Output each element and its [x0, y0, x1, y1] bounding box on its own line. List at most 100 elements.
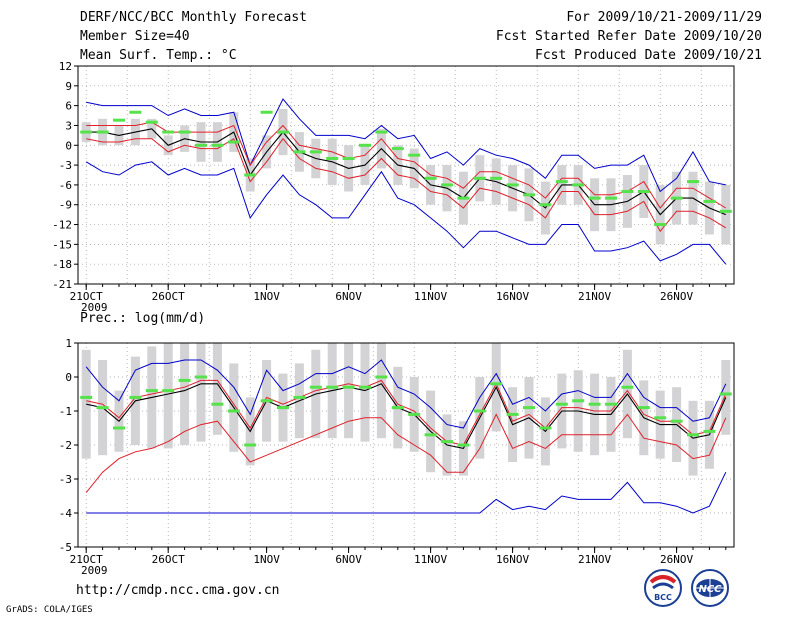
- panel2-observed-marker: [80, 395, 93, 399]
- panel2-observed-marker: [178, 378, 191, 382]
- panel2-observed-marker: [473, 409, 486, 413]
- panel2-y-tick-label: 1: [65, 337, 72, 350]
- panel1-x-tick-label: 11NOV: [414, 290, 447, 303]
- panel1-observed-marker: [359, 143, 371, 147]
- chart-title: DERF/NCC/BCC Monthly Forecast: [80, 10, 307, 25]
- panel1-y-tick-label: 3: [65, 119, 72, 132]
- panel2-y-tick-label: -1: [59, 405, 72, 418]
- panel2-ensemble-box: [81, 349, 91, 459]
- panel1-observed-marker: [375, 130, 388, 134]
- panel2-observed-marker: [555, 402, 568, 406]
- panel2-observed-marker: [703, 429, 716, 433]
- panel1-y-tick-label: -18: [52, 258, 72, 271]
- panel1-y-tick-label: 6: [65, 100, 72, 113]
- panel2-observed-marker: [359, 385, 371, 389]
- forecast-period: For 2009/10/21-2009/11/29: [566, 10, 762, 25]
- panel2-observed-marker: [227, 409, 240, 413]
- source-url[interactable]: http://cmdp.ncc.cma.gov.cn: [76, 583, 280, 598]
- panel1-observed-marker: [145, 120, 158, 124]
- panel1-observed-marker: [96, 130, 109, 134]
- panel2-observed-marker: [441, 440, 453, 444]
- panel2-y-tick-label: -3: [59, 473, 72, 486]
- panel1-observed-marker: [227, 140, 240, 144]
- panel2-min-line: [86, 471, 727, 514]
- panel2-x-tick-label: 6NOV: [335, 553, 362, 566]
- panel2-ensemble-box: [212, 343, 222, 435]
- grads-credit: GrADS: COLA/IGES: [6, 605, 93, 615]
- panel2-observed-marker: [424, 433, 437, 437]
- panel1-x-tick-label: 6NOV: [335, 290, 362, 303]
- panel1-observed-marker: [424, 176, 437, 180]
- panel2-observed-marker: [309, 385, 322, 389]
- panel1-observed-marker: [621, 190, 634, 194]
- panel1-y-tick-label: 0: [65, 139, 72, 152]
- member-size-label: Member Size=40: [80, 29, 190, 44]
- panel2-ensemble-box: [196, 343, 206, 442]
- panel2-ensemble-box: [360, 343, 370, 442]
- panel1-y-tick-label: 12: [59, 60, 72, 73]
- panel1-observed-marker: [211, 143, 224, 147]
- panel2-observed-marker: [162, 389, 175, 393]
- panel2-observed-marker: [572, 399, 585, 403]
- panel2-x-tick-label: 26OCT: [152, 553, 185, 566]
- panel2-observed-marker: [506, 412, 519, 416]
- bcc-logo-text: BCC: [654, 593, 672, 602]
- panel2-observed-marker: [539, 426, 552, 430]
- panel1-x-tick-label: 16NOV: [496, 290, 529, 303]
- panel1-observed-marker: [572, 183, 585, 187]
- forecast-started-date: Fcst Started Refer Date 2009/10/20: [495, 29, 762, 44]
- panel1-y-tick-label: -9: [59, 199, 72, 212]
- panel1-observed-marker: [293, 150, 306, 154]
- panel1-observed-marker: [441, 183, 453, 187]
- panel2-x-tick-label: 21NOV: [578, 553, 611, 566]
- panel1-y-tick-label: -12: [52, 219, 72, 232]
- panel1-year-label: 2009: [81, 301, 108, 314]
- panel2-observed-marker: [277, 406, 289, 410]
- panel1-observed-marker: [719, 209, 732, 213]
- panel1-observed-marker: [654, 223, 667, 227]
- panel2-observed-marker: [129, 395, 142, 399]
- panel2-ensemble-box: [344, 343, 354, 439]
- panel1-observed-marker: [408, 153, 421, 157]
- panel1-y-tick-label: -15: [52, 238, 72, 251]
- panel1-observed-marker: [637, 190, 650, 194]
- bcc-logo: BCC: [644, 569, 682, 607]
- panel2-observed-marker: [654, 416, 667, 420]
- panel2-ensemble-box: [376, 343, 386, 439]
- panel2-observed-marker: [457, 443, 470, 447]
- panel1-x-tick-label: 26NOV: [660, 290, 693, 303]
- forecast-produced-date: Fcst Produced Date 2009/10/21: [535, 48, 762, 63]
- panel1-ensemble-box: [721, 184, 731, 245]
- panel2-y-tick-label: 0: [65, 371, 72, 384]
- panel2-observed-marker: [145, 389, 158, 393]
- panel2-observed-marker: [670, 419, 683, 423]
- panel2-observed-marker: [113, 426, 125, 430]
- panel1-observed-marker: [277, 130, 289, 134]
- panel1-x-tick-label: 26OCT: [152, 290, 185, 303]
- panel2-x-tick-label: 11NOV: [414, 553, 447, 566]
- panel2-y-tick-label: -2: [59, 439, 72, 452]
- panel2-y-tick-label: -5: [59, 541, 72, 554]
- panel2-max-line: [85, 359, 727, 429]
- panel2-x-tick-label: 21OCT: [70, 553, 103, 566]
- panel1-min-line: [85, 161, 727, 265]
- panel2-observed-marker: [293, 395, 306, 399]
- panel1-observed-marker: [605, 196, 617, 200]
- panel1-observed-marker: [326, 156, 339, 160]
- panel1-observed-marker: [703, 199, 716, 203]
- panel1-observed-marker: [162, 130, 175, 134]
- panel2-observed-marker: [408, 412, 421, 416]
- panel2-observed-marker: [391, 406, 404, 410]
- panel2-observed-marker: [244, 443, 257, 447]
- panel1-observed-marker: [391, 147, 404, 151]
- panel2-upper-spread-line: [86, 379, 727, 446]
- panel1-x-tick-label: 21NOV: [578, 290, 611, 303]
- panel2-observed-marker: [605, 402, 617, 406]
- panel1-observed-marker: [555, 180, 568, 184]
- panel1-observed-marker: [244, 173, 257, 177]
- ncc-logo: NCC: [691, 569, 729, 607]
- panel2-observed-marker: [260, 399, 273, 403]
- panel2-observed-marker: [195, 375, 207, 379]
- panel2-observed-marker: [637, 406, 650, 410]
- panel1-observed-marker: [260, 110, 273, 114]
